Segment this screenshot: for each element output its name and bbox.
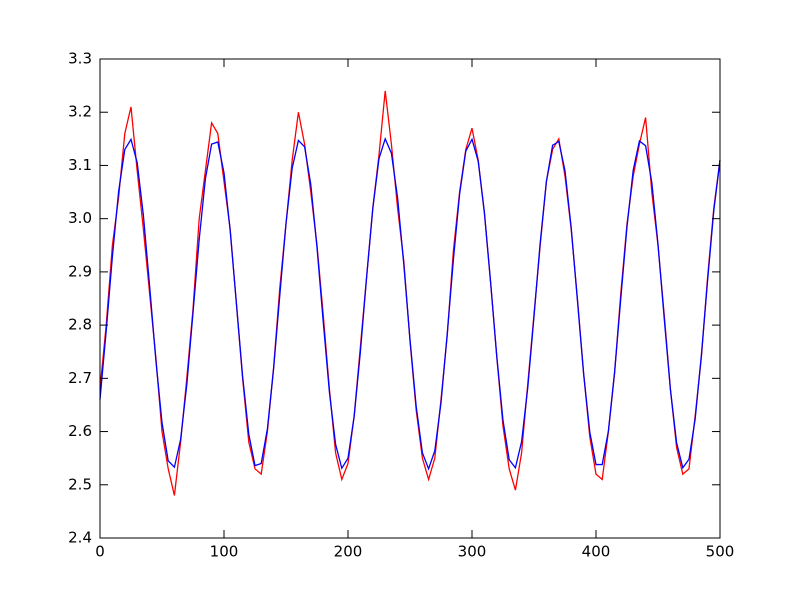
y-tick-label: 3.0 bbox=[68, 209, 92, 227]
x-tick-label: 500 bbox=[706, 543, 735, 561]
y-tick-label: 2.8 bbox=[68, 316, 92, 334]
x-tick-label: 400 bbox=[582, 543, 611, 561]
x-tick-label: 0 bbox=[95, 543, 105, 561]
y-tick-label: 2.5 bbox=[68, 475, 92, 493]
y-tick-label: 3.2 bbox=[68, 103, 92, 121]
y-tick-label: 3.3 bbox=[68, 50, 92, 68]
plot-frame bbox=[99, 58, 721, 539]
x-tick-label: 200 bbox=[334, 543, 363, 561]
y-tick-label: 2.9 bbox=[68, 262, 92, 280]
y-tick-label: 2.6 bbox=[68, 422, 92, 440]
y-tick-label: 3.1 bbox=[68, 156, 92, 174]
data-line bbox=[99, 136, 721, 471]
y-tick-label: 2.7 bbox=[68, 369, 92, 387]
y-tick-label: 2.4 bbox=[68, 529, 92, 547]
x-tick-label: 100 bbox=[210, 543, 239, 561]
x-tick-label: 300 bbox=[458, 543, 487, 561]
